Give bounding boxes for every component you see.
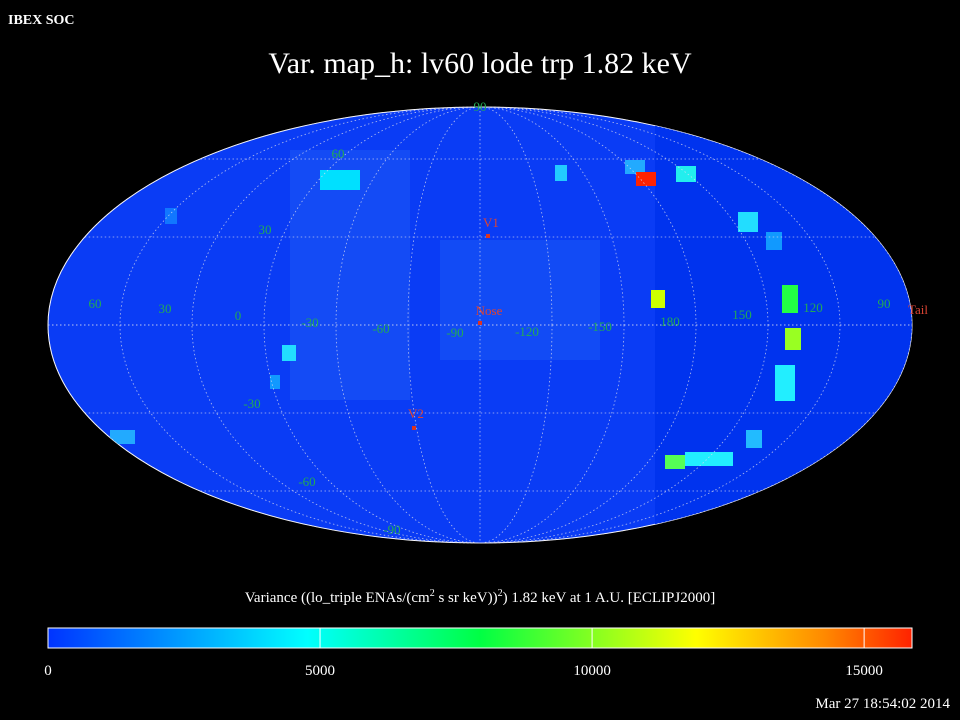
latitude-label: 60	[332, 146, 345, 161]
latitude-labels: 90 60 30 -30 -60 -90	[243, 99, 486, 537]
marker-label: V1	[483, 215, 499, 230]
header-label: IBEX SOC	[8, 13, 75, 28]
marker-label: Nose	[476, 303, 503, 318]
longitude-label: 60	[89, 296, 102, 311]
label-superscript: 2	[430, 588, 435, 599]
longitude-label: 0	[235, 308, 242, 323]
longitude-label: 150	[732, 307, 752, 322]
label-superscript: 2	[498, 588, 503, 599]
latitude-label: 30	[259, 222, 272, 237]
colorbar-tick-label: 10000	[573, 663, 611, 679]
colorbar-tick-label: 15000	[845, 663, 883, 679]
longitude-label: 30	[159, 301, 172, 316]
latitude-label: -60	[298, 474, 315, 489]
latitude-label: -30	[243, 396, 260, 411]
latitude-label: 90	[474, 99, 487, 114]
marker-label: Tail	[908, 302, 928, 317]
longitude-label: -120	[515, 324, 539, 339]
markers: V1 Nose V2 Tail	[408, 215, 928, 430]
latitude-label: -90	[383, 522, 400, 537]
longitude-labels: 60 30 0 -30 -60 -90 -120 -150 180 150 120 90	[89, 296, 891, 340]
label-part: Variance ((lo_triple ENAs/(cm	[245, 590, 430, 606]
longitude-label: 90	[878, 296, 891, 311]
marker-dot	[478, 321, 482, 325]
colorbar-tick-label: 0	[44, 663, 52, 679]
map-title: Var. map_h: lv60 lode trp 1.82 keV	[268, 47, 692, 80]
longitude-label: -60	[372, 321, 389, 336]
label-part: s sr keV))	[435, 590, 498, 606]
longitude-label: -90	[446, 325, 463, 340]
timestamp: Mar 27 18:54:02 2014	[815, 696, 950, 712]
longitude-label: -30	[301, 315, 318, 330]
label-part: ) 1.82 keV at 1 A.U. [ECLIPJ2000]	[503, 590, 716, 606]
marker-dot	[486, 234, 490, 238]
longitude-label: 120	[803, 300, 823, 315]
marker-label: V2	[408, 406, 424, 421]
colorbar-ticks: 0 5000 10000 15000	[44, 628, 883, 679]
longitude-label: -150	[588, 319, 612, 334]
marker-dot	[412, 426, 416, 430]
longitude-label: 180	[660, 314, 680, 329]
colorbar-tick-label: 5000	[305, 663, 335, 679]
colorbar	[47, 627, 913, 649]
colorbar-label: Variance ((lo_triple ENAs/(cm2 s sr keV)…	[245, 588, 715, 606]
